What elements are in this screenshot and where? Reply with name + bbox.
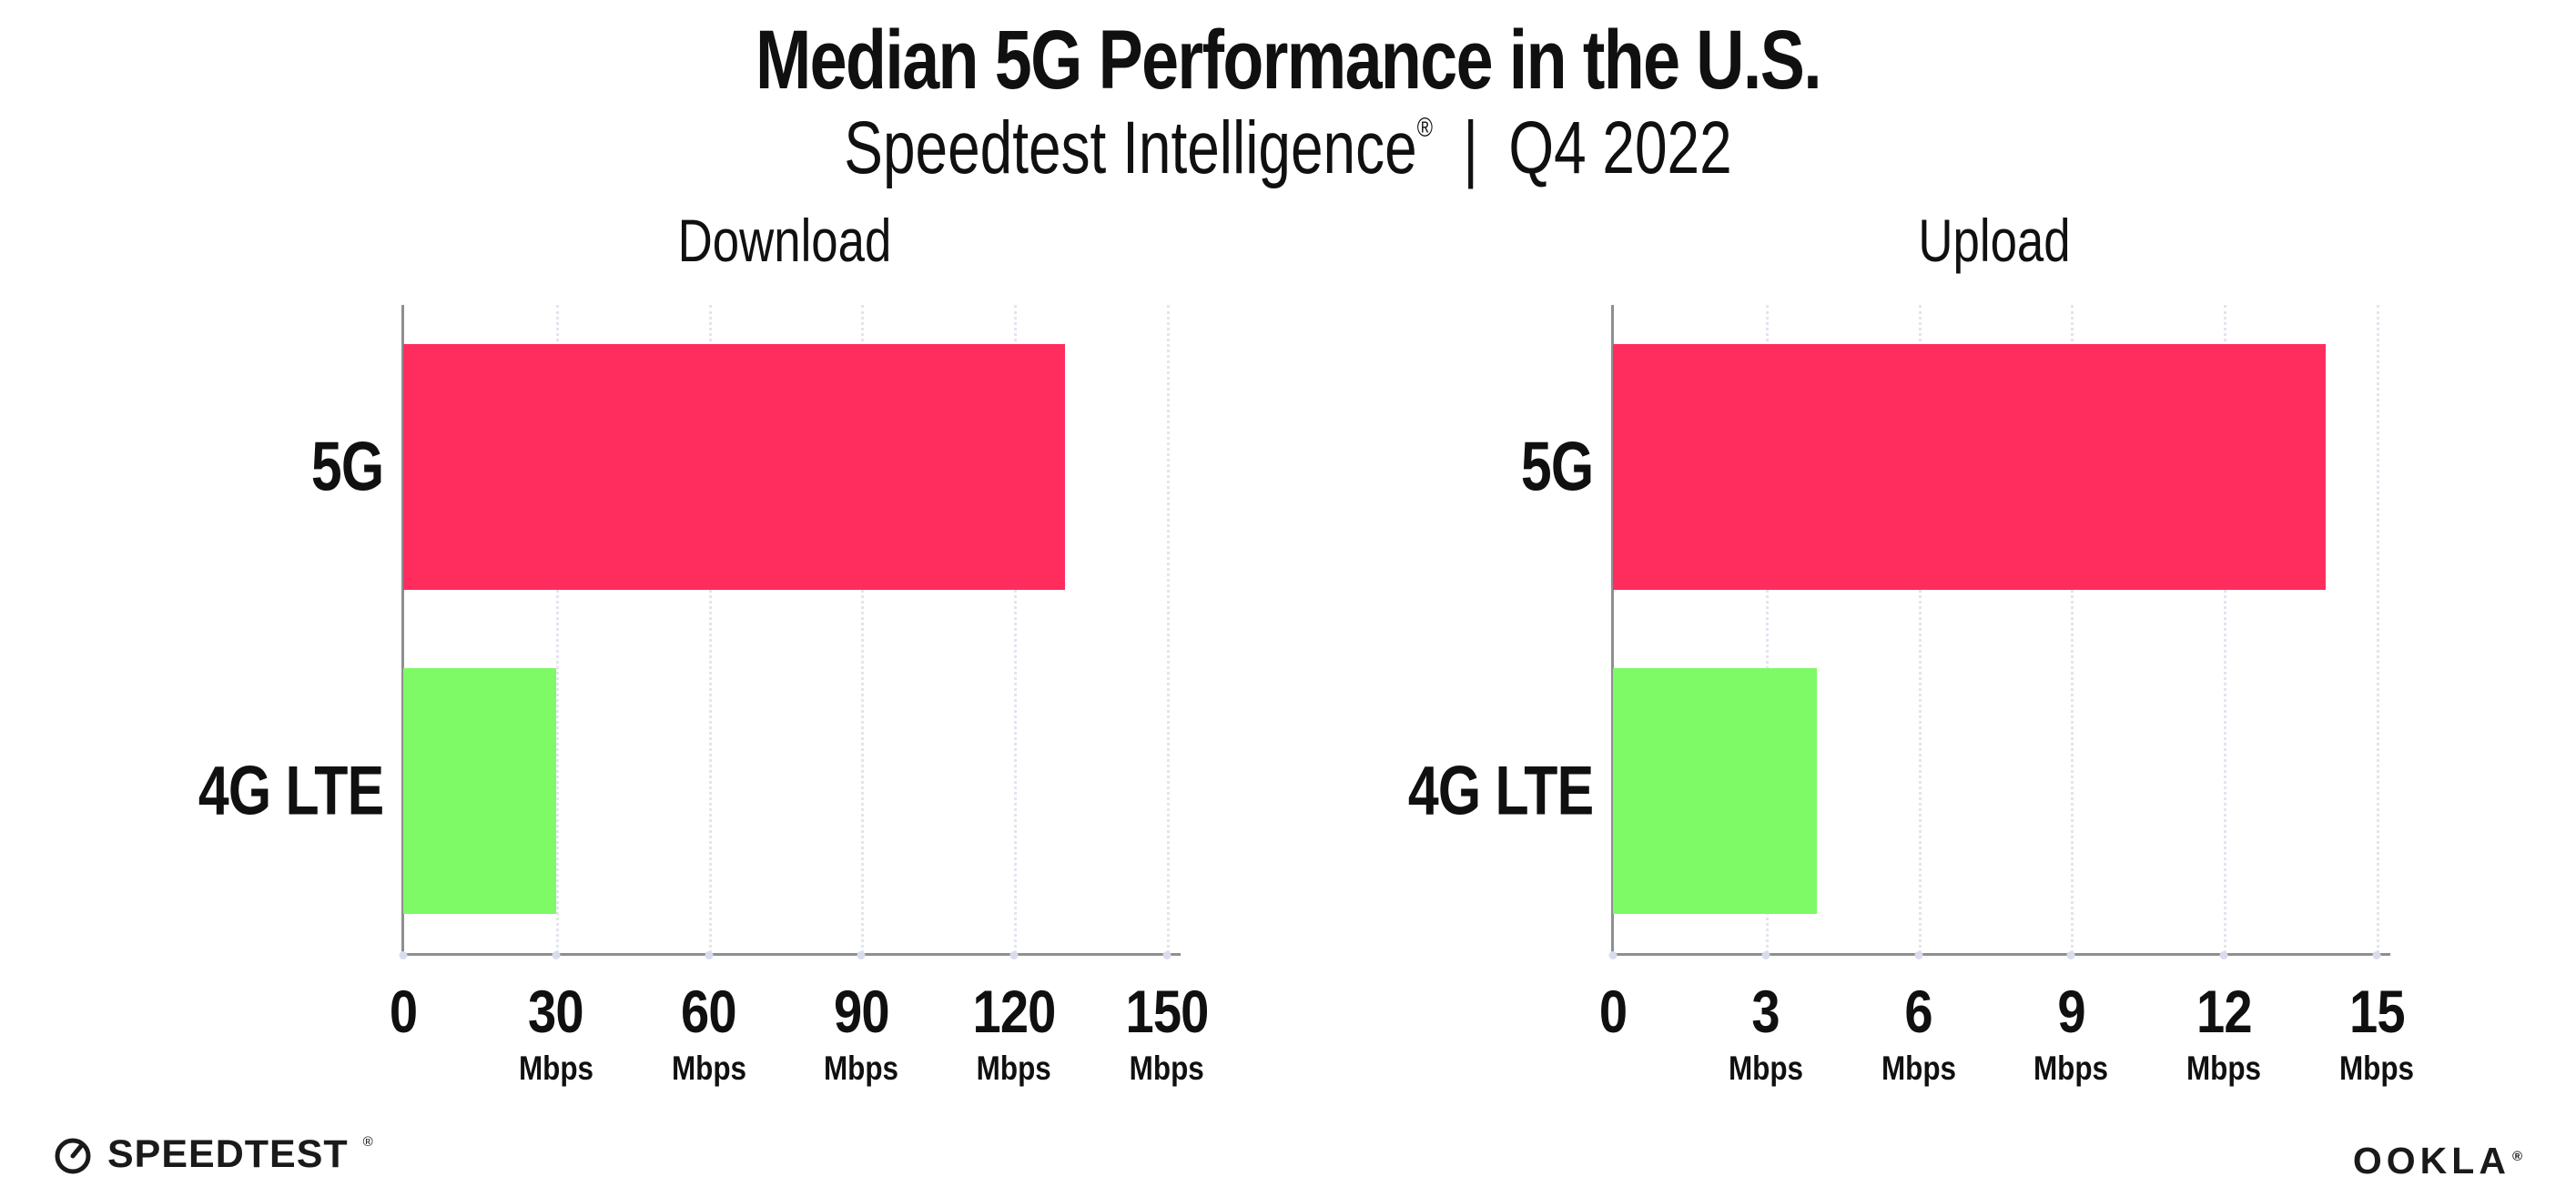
- download-gridline-90: [861, 305, 865, 953]
- download-tick-value-150: 150: [1125, 978, 1209, 1045]
- upload-axis-tick-dot-9: [2066, 951, 2075, 959]
- upload-category-label-5g: 5G: [1520, 428, 1593, 506]
- download-bar-4g-lte: [403, 668, 556, 914]
- download-y-axis-line: [401, 305, 404, 955]
- download-tick-30: 30 Mbps: [512, 977, 600, 1088]
- upload-tick-value-15: 15: [2348, 978, 2406, 1045]
- upload-gridline-15: [2377, 305, 2379, 953]
- speedtest-logo: SPEEDTEST ®: [51, 1132, 373, 1177]
- upload-plot-area: 0 3 Mbps 6 Mbps 9 Mbps 12 Mbps 15 Mbps: [1599, 305, 2414, 1087]
- download-axis-tick-dot-0: [399, 951, 408, 959]
- download-gridline-150: [1167, 305, 1170, 953]
- upload-bar-4g-lte: [1613, 668, 1817, 914]
- upload-tick-value-12: 12: [2196, 978, 2253, 1045]
- upload-axis-tick-dot-6: [1914, 951, 1923, 959]
- download-tick-0: 0: [387, 977, 420, 1046]
- upload-tick-unit-6: Mbps: [1881, 1050, 1956, 1087]
- upload-tick-value-9: 9: [2057, 978, 2085, 1045]
- page-title: Median 5G Performance in the U.S.: [755, 14, 1822, 107]
- download-tick-unit-60: Mbps: [671, 1050, 746, 1087]
- download-axis-tick-dot-90: [857, 951, 866, 959]
- download-tick-value-120: 120: [972, 978, 1057, 1045]
- upload-tick-unit-12: Mbps: [2186, 1050, 2262, 1087]
- upload-tick-12: 12 Mbps: [2180, 977, 2268, 1088]
- download-bar-5g: [403, 344, 1066, 590]
- subtitle-separator: |: [1463, 107, 1478, 189]
- download-gridline-60: [708, 305, 712, 953]
- download-gridline-30: [555, 305, 559, 953]
- upload-tick-unit-3: Mbps: [1728, 1050, 1803, 1087]
- subtitle-brand: Speedtest Intelligence: [844, 107, 1417, 189]
- upload-axis-tick-dot-15: [2372, 951, 2381, 959]
- upload-tick-9: 9 Mbps: [2027, 977, 2115, 1088]
- download-tick-unit-150: Mbps: [1129, 1050, 1205, 1087]
- download-axis-tick-dot-150: [1162, 951, 1171, 959]
- upload-axis-tick-dot-0: [1608, 951, 1618, 959]
- download-tick-120: 120 Mbps: [966, 977, 1063, 1088]
- download-x-axis-line: [401, 953, 1181, 956]
- upload-chart-title: Upload: [1918, 207, 2071, 274]
- upload-tick-0: 0: [1597, 977, 1629, 1046]
- upload-tick-15: 15 Mbps: [2333, 977, 2421, 1088]
- download-tick-value-30: 30: [528, 978, 584, 1045]
- download-axis-tick-dot-30: [552, 951, 561, 959]
- upload-gridline-12: [2224, 305, 2227, 953]
- upload-tick-value-3: 3: [1751, 978, 1780, 1045]
- download-category-label-5g: 5G: [310, 428, 383, 506]
- download-tick-unit-30: Mbps: [518, 1050, 593, 1087]
- upload-category-label-4g-lte: 4G LTE: [1407, 752, 1593, 830]
- download-tick-value-0: 0: [389, 978, 418, 1045]
- download-tick-unit-120: Mbps: [977, 1050, 1052, 1087]
- download-tick-60: 60 Mbps: [664, 977, 753, 1088]
- download-tick-value-90: 90: [834, 978, 890, 1045]
- ookla-wordmark: OOKLA: [2352, 1140, 2510, 1182]
- download-chart-title: Download: [677, 207, 892, 274]
- download-tick-unit-90: Mbps: [824, 1050, 899, 1087]
- download-axis-tick-dot-120: [1009, 951, 1019, 959]
- page-subtitle: Speedtest Intelligence® | Q4 2022: [844, 106, 1731, 191]
- upload-gridline-3: [1765, 305, 1769, 953]
- upload-bar-5g: [1613, 344, 2327, 590]
- upload-x-axis-line: [1611, 953, 2390, 956]
- download-axis-tick-dot-60: [705, 951, 714, 959]
- upload-axis-tick-dot-12: [2219, 951, 2228, 959]
- ookla-logo: OOKLA ®: [2353, 1140, 2527, 1182]
- speedtest-gauge-icon: [55, 1138, 91, 1173]
- upload-gridline-6: [1918, 305, 1922, 953]
- download-category-label-4g-lte: 4G LTE: [198, 752, 383, 830]
- upload-tick-3: 3 Mbps: [1721, 977, 1810, 1088]
- speedtest-registered-mark: ®: [362, 1134, 373, 1150]
- download-tick-value-60: 60: [681, 978, 737, 1045]
- upload-tick-unit-15: Mbps: [2338, 1050, 2415, 1087]
- download-tick-150: 150 Mbps: [1118, 977, 1215, 1088]
- upload-axis-tick-dot-3: [1761, 951, 1770, 959]
- download-gridline-120: [1014, 305, 1018, 953]
- upload-gridline-9: [2071, 305, 2074, 953]
- upload-y-axis-line: [1611, 305, 1614, 955]
- download-tick-90: 90 Mbps: [817, 977, 906, 1088]
- upload-tick-unit-9: Mbps: [2033, 1050, 2109, 1087]
- subtitle-registered-mark: ®: [1416, 113, 1433, 143]
- speedtest-wordmark: SPEEDTEST: [107, 1132, 349, 1176]
- download-plot-area: 0 30 Mbps 60 Mbps 90 Mbps 120 Mbps 150 Mbps: [390, 305, 1209, 1087]
- upload-tick-value-0: 0: [1598, 978, 1628, 1045]
- upload-tick-6: 6 Mbps: [1874, 977, 1962, 1088]
- upload-tick-value-6: 6: [1904, 978, 1932, 1045]
- ookla-registered-mark: ®: [2511, 1149, 2527, 1164]
- subtitle-period: Q4 2022: [1508, 107, 1732, 189]
